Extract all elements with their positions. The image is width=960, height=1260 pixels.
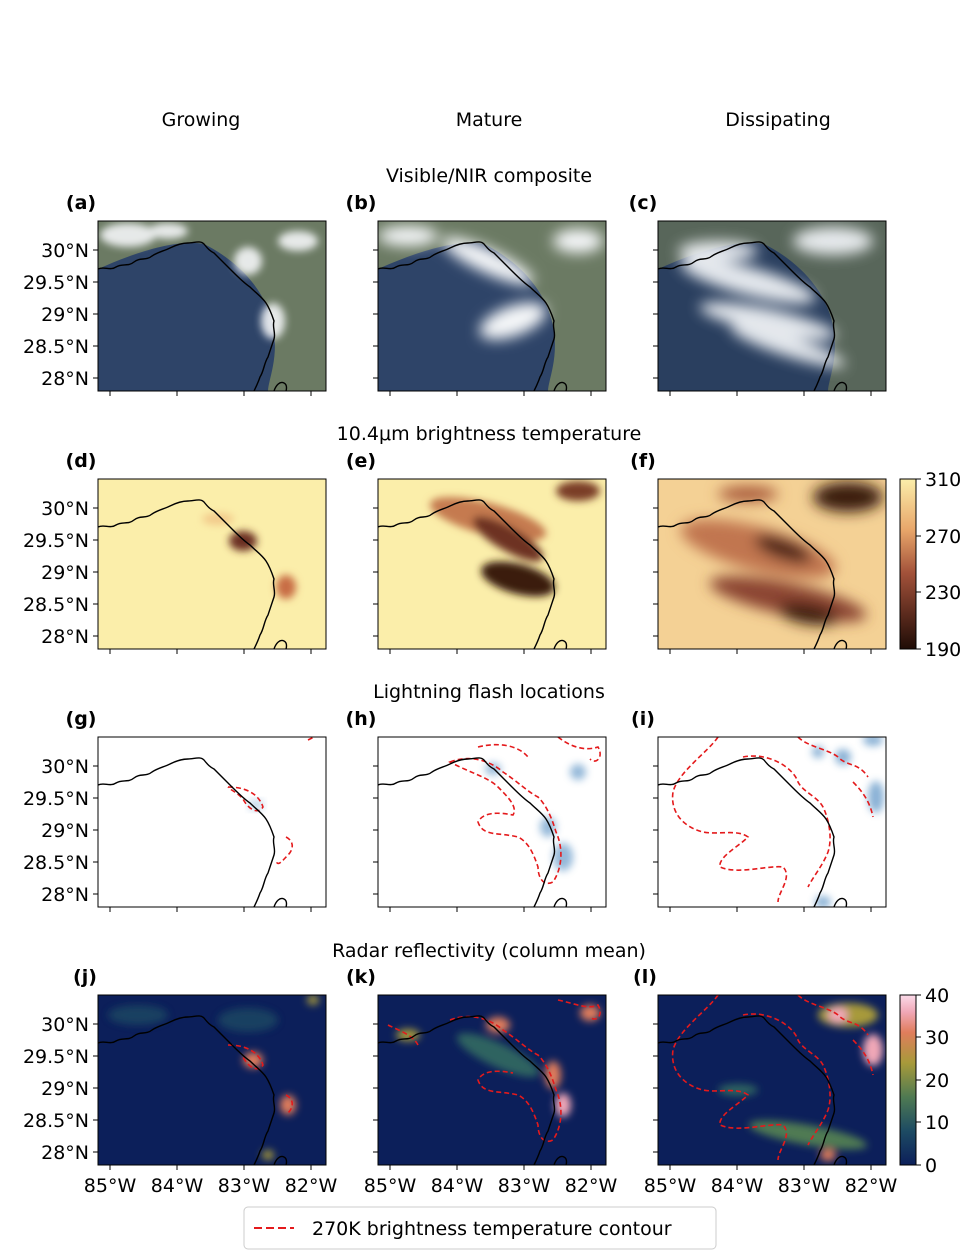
bt-tick-190: 190	[925, 639, 960, 661]
row-title-lightning: Lightning flash locations	[373, 681, 605, 703]
radar-colorbar: 40 30 20 10 0	[899, 985, 949, 1177]
radar-tick-30: 30	[925, 1027, 949, 1049]
panel-d	[97, 478, 327, 650]
bt-tick-310: 310	[925, 469, 960, 491]
bt-tick-230: 230	[925, 582, 960, 604]
panel-l	[657, 994, 887, 1166]
y-tick-label: 30°N	[41, 498, 89, 520]
panel-label-g: (g)	[66, 708, 97, 730]
panel-label-k: (k)	[346, 966, 376, 988]
radar-tick-0: 0	[925, 1155, 937, 1177]
legend: 270K brightness temperature contour	[243, 1206, 717, 1250]
panel-b	[377, 220, 607, 392]
y-tick-label: 28.5°N	[23, 1110, 89, 1132]
panel-a	[97, 220, 327, 392]
y-tick-label: 29°N	[41, 562, 89, 584]
y-tick-label: 29°N	[41, 304, 89, 326]
panel-i	[657, 736, 887, 908]
panel-h	[377, 736, 607, 908]
y-tick-label: 28.5°N	[23, 336, 89, 358]
radar-tick-40: 40	[925, 985, 949, 1007]
x-tick-label: 85°W	[644, 1175, 697, 1197]
panel-label-j: (j)	[73, 966, 97, 988]
y-tick-label: 28°N	[41, 626, 89, 648]
legend-label: 270K brightness temperature contour	[312, 1218, 672, 1240]
radar-tick-10: 10	[925, 1112, 949, 1134]
y-tick-label: 28.5°N	[23, 852, 89, 874]
radar-tick-20: 20	[925, 1070, 949, 1092]
y-tick-label: 29°N	[41, 820, 89, 842]
panel-f	[657, 478, 887, 650]
row-title-bt: 10.4μm brightness temperature	[337, 423, 642, 445]
bt-colorbar: 310 270 230 190	[899, 469, 960, 661]
panel-j	[97, 994, 327, 1166]
y-tick-label: 29°N	[41, 1078, 89, 1100]
panel-label-h: (h)	[346, 708, 377, 730]
x-tick-label: 82°W	[565, 1175, 618, 1197]
y-tick-label: 28.5°N	[23, 594, 89, 616]
x-tick-label: 85°W	[364, 1175, 417, 1197]
y-tick-label: 29.5°N	[23, 530, 89, 552]
panel-e	[377, 478, 607, 650]
x-axis-ticks: 85°W 84°W 83°W 82°W 85°W 84°W 83°W 82°W 85°W 84°W…	[84, 391, 898, 1197]
panel-g	[97, 736, 327, 908]
panel-label-c: (c)	[629, 192, 658, 214]
x-tick-label: 85°W	[84, 1175, 137, 1197]
column-title-mature: Mature	[456, 109, 523, 131]
y-tick-label: 29.5°N	[23, 1046, 89, 1068]
y-axis-ticks: 30°N 29.5°N 29°N 28.5°N 28°N 30°N 29.5°N 29°N 28…	[23, 240, 658, 1164]
y-tick-label: 30°N	[41, 240, 89, 262]
y-tick-label: 28°N	[41, 368, 89, 390]
column-title-dissipating: Dissipating	[725, 109, 831, 131]
panel-label-l: (l)	[633, 966, 657, 988]
panel-c	[657, 220, 887, 392]
y-tick-label: 29.5°N	[23, 788, 89, 810]
panel-label-d: (d)	[66, 450, 97, 472]
panel-label-a: (a)	[66, 192, 96, 214]
panel-label-f: (f)	[630, 450, 656, 472]
bt-tick-270: 270	[925, 526, 960, 548]
x-tick-label: 82°W	[285, 1175, 338, 1197]
panel-label-e: (e)	[346, 450, 376, 472]
y-tick-label: 28°N	[41, 1142, 89, 1164]
x-tick-label: 84°W	[431, 1175, 484, 1197]
y-tick-label: 30°N	[41, 1014, 89, 1036]
y-tick-label: 29.5°N	[23, 272, 89, 294]
x-tick-label: 83°W	[218, 1175, 271, 1197]
column-title-growing: Growing	[162, 109, 241, 131]
panel-label-b: (b)	[346, 192, 377, 214]
panel-k	[377, 994, 607, 1166]
x-tick-label: 84°W	[151, 1175, 204, 1197]
y-tick-label: 28°N	[41, 884, 89, 906]
row-title-radar: Radar reflectivity (column mean)	[332, 940, 646, 962]
panel-label-i: (i)	[631, 708, 655, 730]
row-title-visible: Visible/NIR composite	[386, 165, 592, 187]
x-tick-label: 84°W	[711, 1175, 764, 1197]
x-tick-label: 83°W	[498, 1175, 551, 1197]
x-tick-label: 82°W	[845, 1175, 898, 1197]
x-tick-label: 83°W	[778, 1175, 831, 1197]
y-tick-label: 30°N	[41, 756, 89, 778]
